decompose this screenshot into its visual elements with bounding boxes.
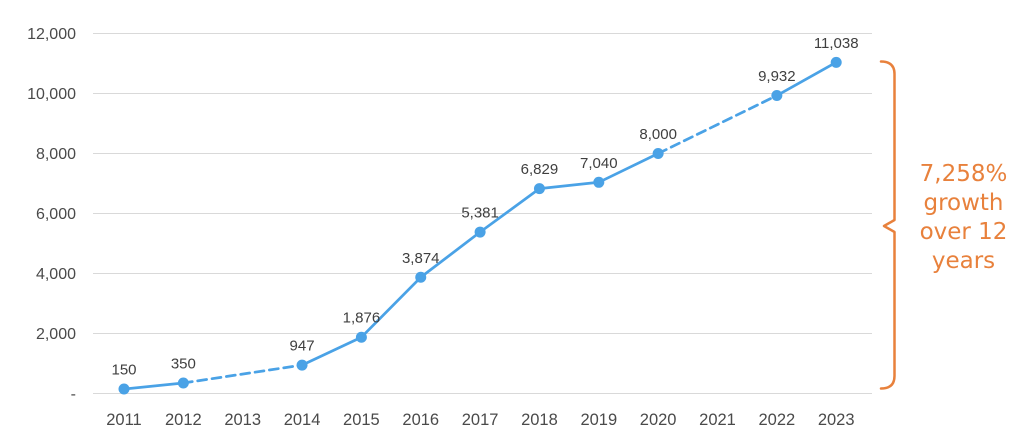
y-axis-labels-group: 12,000 10,000 8,000 6,000 4,000 2,000 -	[27, 26, 76, 403]
data-point-label: 7,040	[580, 155, 618, 172]
data-point-label: 9,932	[758, 68, 796, 85]
y-axis-tick-label: 2,000	[36, 326, 76, 343]
data-point-marker	[355, 331, 367, 343]
x-axis-label: 2015	[343, 411, 380, 429]
gridlines-group	[93, 33, 872, 394]
data-point-marker	[533, 183, 545, 195]
growth-bracket	[879, 60, 896, 390]
line-segment-solid	[597, 152, 660, 184]
line-segment-solid	[478, 187, 541, 234]
x-axis-label: 2014	[284, 411, 321, 429]
y-axis-tick-label: 10,000	[27, 86, 76, 103]
x-axis-label: 2017	[462, 411, 499, 429]
x-axis-label: 2020	[640, 411, 677, 429]
data-point-marker	[830, 56, 842, 68]
y-axis-tick-label: 4,000	[36, 266, 76, 283]
x-axis-labels-group: 2011 2012 2013 2014 2015 2016 2017 2018 2019 2020…	[106, 411, 854, 429]
data-point-label: 947	[290, 338, 315, 355]
data-point-marker	[771, 90, 783, 102]
line-segment-dashed	[656, 94, 779, 155]
data-point-marker	[296, 359, 308, 371]
data-point-label: 11,038	[814, 35, 859, 52]
line-segment-solid	[538, 180, 601, 191]
x-axis-label: 2013	[224, 411, 261, 429]
data-point-marker	[652, 148, 664, 159]
data-point-marker	[415, 271, 427, 283]
x-axis-label: 2019	[580, 411, 617, 429]
line-segment-solid	[360, 275, 423, 339]
data-point-marker	[177, 377, 189, 389]
data-point-marker	[474, 226, 486, 238]
x-axis-label: 2021	[699, 411, 736, 429]
growth-annotation-text: 7,258% growth over 12 years	[919, 161, 1008, 274]
data-point-label: 6,829	[521, 161, 559, 178]
x-axis-label: 2022	[758, 411, 795, 429]
x-axis-label: 2016	[402, 411, 439, 429]
data-labels-group: 150 350 947 1,876 3,874 5,381 6,829 7,040 8,000 9…	[111, 35, 858, 379]
x-axis-label: 2018	[521, 411, 558, 429]
line-segment-solid	[300, 335, 363, 367]
line-series-group	[118, 56, 842, 395]
line-segment-solid	[419, 230, 482, 279]
y-axis-tick-label: -	[71, 386, 76, 403]
data-point-label: 150	[111, 362, 136, 379]
x-axis-label: 2011	[106, 411, 141, 429]
line-segment-solid	[122, 381, 185, 391]
data-point-label: 5,381	[461, 205, 499, 222]
x-axis-label: 2012	[165, 411, 202, 429]
data-point-marker	[593, 176, 605, 188]
y-axis-tick-label: 8,000	[36, 146, 76, 163]
data-point-label: 1,876	[343, 310, 381, 327]
data-point-label: 8,000	[639, 126, 677, 143]
y-axis-tick-label: 12,000	[27, 26, 76, 43]
data-point-label: 350	[171, 356, 196, 373]
data-point-label: 3,874	[402, 250, 440, 267]
line-segment-dashed	[181, 363, 304, 385]
x-axis-label: 2023	[818, 411, 855, 429]
y-axis-tick-label: 6,000	[36, 206, 76, 223]
line-segment-solid	[775, 60, 838, 97]
data-point-marker	[118, 383, 130, 395]
